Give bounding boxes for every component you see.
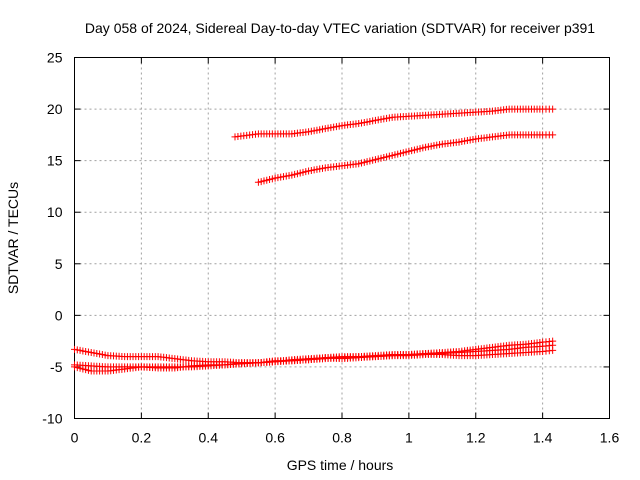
y-tick-label: 25	[47, 50, 63, 66]
x-tick-label: 0.4	[199, 430, 219, 446]
data-point	[549, 131, 557, 139]
y-axis-label: SDTVAR / TECUs	[5, 182, 21, 294]
y-tick-label: -5	[50, 359, 63, 375]
axis-ticks	[74, 57, 610, 419]
data-markers	[71, 105, 557, 375]
tick-labels: 0 0.2 0.4 0.6 0.8 1 1.2 1.4 1.6 -10 -5 0 5 10 15 20 25	[42, 50, 619, 446]
grid	[74, 57, 610, 419]
x-tick-label: 0.2	[132, 430, 152, 446]
series-lower-c	[71, 346, 557, 375]
y-tick-label: 15	[47, 153, 63, 169]
y-tick-label: 10	[47, 204, 63, 220]
y-tick-label: 0	[55, 307, 63, 323]
series-upper-high	[231, 105, 557, 141]
x-tick-label: 0.8	[332, 430, 352, 446]
x-tick-label: 0.6	[265, 430, 285, 446]
chart-title: Day 058 of 2024, Sidereal Day-to-day VTE…	[85, 20, 595, 36]
y-tick-label: -10	[42, 411, 62, 427]
series-lower-a	[71, 337, 557, 367]
x-tick-label: 1	[405, 430, 413, 446]
x-tick-label: 1.6	[600, 430, 620, 446]
y-tick-label: 20	[47, 101, 63, 117]
x-axis-label: GPS time / hours	[287, 457, 394, 473]
x-tick-label: 1.2	[466, 430, 486, 446]
y-tick-label: 5	[55, 256, 63, 272]
data-point	[549, 346, 557, 354]
x-tick-label: 1.4	[533, 430, 553, 446]
data-point	[549, 105, 557, 113]
x-tick-label: 0	[71, 430, 79, 446]
series-upper-low	[254, 131, 557, 186]
